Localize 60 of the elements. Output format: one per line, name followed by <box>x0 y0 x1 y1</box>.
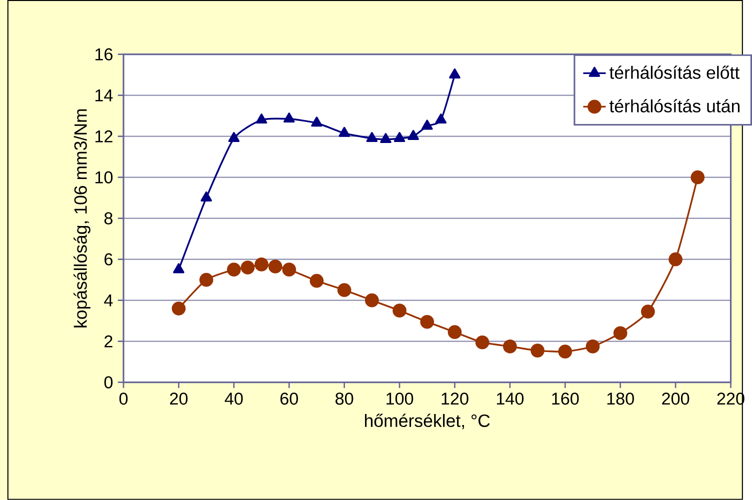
y-tick-label: 4 <box>104 294 113 306</box>
point <box>200 191 212 202</box>
point <box>530 344 544 358</box>
x-tick-label: 60 <box>280 392 298 405</box>
point <box>449 68 460 78</box>
y-tick-label: 8 <box>104 212 112 224</box>
point <box>475 335 490 350</box>
x-tick-label: 0 <box>119 392 128 405</box>
point <box>366 132 378 142</box>
x-axis-title: hőmérséklet, °C <box>365 414 490 430</box>
point <box>365 293 379 308</box>
point <box>311 116 322 127</box>
y-tick-label: 14 <box>95 89 113 102</box>
y-tick-label: 2 <box>104 335 112 348</box>
point <box>503 340 517 354</box>
point <box>228 132 240 142</box>
point <box>448 325 462 340</box>
legend-label: térhálósítás előtt <box>609 66 740 79</box>
point <box>408 130 419 140</box>
point <box>337 283 352 298</box>
point <box>421 120 433 130</box>
y-tick-label: 0 <box>104 376 113 388</box>
point <box>256 114 268 124</box>
point <box>641 304 655 319</box>
point <box>392 304 406 318</box>
x-tick-label: 120 <box>442 392 468 405</box>
y-axis-title: kopásállóság, 106 mm3/Nm <box>74 109 90 328</box>
y-tick-label: 10 <box>95 171 113 184</box>
point <box>310 274 324 288</box>
point <box>690 170 705 184</box>
y-tick-label: 16 <box>95 48 112 60</box>
y-tick-label: 12 <box>95 130 112 142</box>
x-tick-label: 100 <box>386 392 414 405</box>
x-tick-label: 180 <box>607 392 634 405</box>
point <box>172 302 186 316</box>
x-tick-label: 200 <box>662 392 690 405</box>
point <box>173 263 184 274</box>
point <box>283 112 295 123</box>
point <box>558 344 572 359</box>
point <box>268 260 282 274</box>
point <box>254 258 268 272</box>
point <box>240 260 255 274</box>
point <box>435 114 447 124</box>
point <box>586 340 600 354</box>
x-tick-label: 160 <box>552 392 579 405</box>
x-tick-label: 20 <box>170 392 188 405</box>
point <box>282 262 296 277</box>
point <box>380 133 392 144</box>
point <box>613 326 628 340</box>
point <box>338 126 350 137</box>
point <box>199 272 214 287</box>
x-tick-label: 40 <box>224 392 243 405</box>
point <box>420 314 434 329</box>
point <box>394 132 406 142</box>
y-tick-label: 6 <box>104 253 112 266</box>
legend-label: térhálósítás után <box>609 99 740 112</box>
point <box>226 262 241 277</box>
x-tick-label: 140 <box>496 392 524 405</box>
point <box>668 252 682 266</box>
x-tick-label: 80 <box>336 392 354 405</box>
